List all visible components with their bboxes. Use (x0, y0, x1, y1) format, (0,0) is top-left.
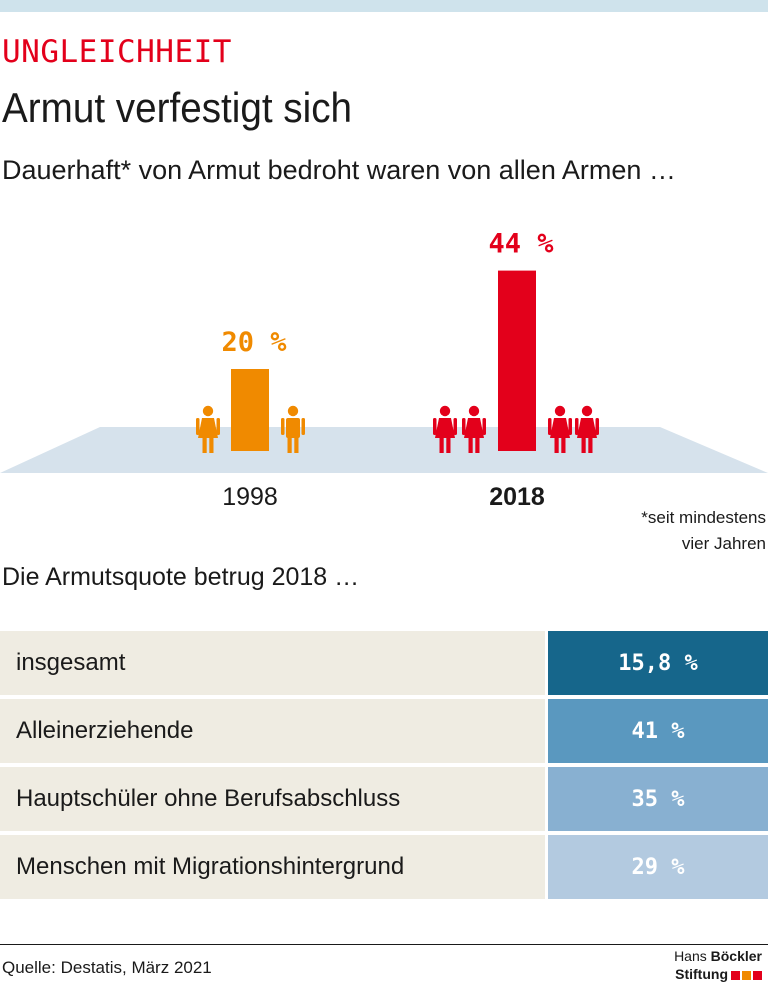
table-row: insgesamt 15,8 % (0, 631, 768, 695)
table-row: Menschen mit Migrationshintergrund 29 % (0, 835, 768, 899)
logo-square (742, 971, 751, 980)
bar-chart: 20 % 1998 44 % 2018 (0, 229, 768, 505)
person-icon (196, 405, 220, 453)
row-label: Menschen mit Migrationshintergrund (0, 835, 545, 899)
bar-2018 (498, 270, 536, 451)
table-row: Alleinerziehende 41 % (0, 699, 768, 763)
row-label: Hauptschüler ohne Berufsabschluss (0, 767, 545, 831)
bottom-rule (0, 944, 768, 945)
logo-line-2: Stiftung (675, 966, 728, 982)
person-icon (433, 405, 457, 453)
footnote-line-2: vier Jahren (681, 534, 766, 553)
top-band (0, 0, 768, 12)
person-icon (462, 405, 486, 453)
hans-boeckler-logo: Hans Böckler Stiftung (642, 948, 762, 986)
logo-line-1: Hans Böckler (674, 948, 762, 964)
footnote: *seit mindestens vier Jahren (641, 505, 766, 557)
poverty-rate-table: insgesamt 15,8 % Alleinerziehende 41 % H… (0, 631, 768, 903)
footnote-line-1: *seit mindestens (641, 508, 766, 527)
bar-value-label: 44 % (488, 229, 554, 260)
row-value: 29 % (548, 835, 768, 899)
row-value: 41 % (548, 699, 768, 763)
person-icon (281, 405, 305, 453)
logo-square (731, 971, 740, 980)
row-label: Alleinerziehende (0, 699, 545, 763)
logo-square (753, 971, 762, 980)
bar-1998 (231, 369, 269, 451)
category-label: 2018 (489, 483, 545, 505)
source-note: Quelle: Destatis, März 2021 (2, 958, 212, 977)
floor-platform (0, 427, 768, 473)
table-title: Die Armutsquote betrug 2018 … (2, 563, 360, 591)
row-label: insgesamt (0, 631, 545, 695)
category-label: 1998 (222, 483, 278, 505)
bar-value-label: 20 % (221, 327, 287, 358)
row-value: 35 % (548, 767, 768, 831)
chart-subtitle: Dauerhaft* von Armut bedroht waren von a… (2, 155, 676, 185)
page-title: Armut verfestigt sich (2, 84, 353, 131)
person-icon (575, 405, 599, 453)
row-value: 15,8 % (548, 631, 768, 695)
kicker: UNGLEICHHEIT (2, 34, 232, 70)
table-row: Hauptschüler ohne Berufsabschluss 35 % (0, 767, 768, 831)
person-icon (548, 405, 572, 453)
